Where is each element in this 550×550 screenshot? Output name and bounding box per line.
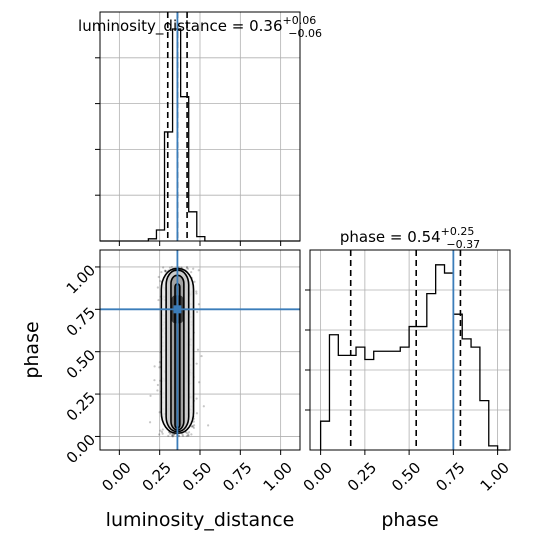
truth-marker bbox=[173, 305, 182, 314]
x-tick-label: 0.75 bbox=[432, 459, 468, 495]
sample-point bbox=[191, 425, 195, 428]
y-tick-label: 0.00 bbox=[63, 431, 99, 467]
sample-point bbox=[181, 433, 184, 436]
sample-point bbox=[153, 365, 156, 368]
x-tick-label: 0.75 bbox=[219, 459, 255, 495]
two-d-posterior-panel: 0.00 0.25 0.50 0.75 1.000.000.250.500.751.00… bbox=[21, 249, 301, 531]
sample-point bbox=[171, 433, 174, 436]
sample-point bbox=[181, 434, 185, 437]
panel-frame bbox=[309, 249, 511, 451]
sample-point bbox=[171, 434, 174, 437]
sample-point bbox=[195, 290, 198, 293]
sample-point bbox=[185, 267, 189, 270]
x-tick-label: 1.00 bbox=[477, 459, 513, 495]
sample-point bbox=[161, 432, 164, 435]
sample-point bbox=[157, 298, 160, 302]
sample-point bbox=[185, 431, 188, 434]
x-tick-label: 0.00 bbox=[98, 459, 134, 495]
y-tick-label: 0.75 bbox=[63, 304, 99, 340]
sample-point bbox=[158, 433, 161, 436]
sample-point bbox=[195, 362, 198, 365]
sample-point bbox=[168, 266, 172, 269]
sample-point bbox=[153, 379, 156, 382]
sample-point bbox=[196, 310, 199, 314]
sample-point bbox=[168, 432, 172, 435]
x-tick-label: 0.50 bbox=[179, 459, 215, 495]
luminosity-distance-title: luminosity_distance = 0.36+0.06 −0.06 bbox=[78, 14, 322, 40]
sample-point bbox=[187, 434, 190, 437]
sample-point bbox=[170, 265, 174, 269]
x-tick-label: 0.00 bbox=[300, 459, 336, 495]
sample-point bbox=[192, 420, 195, 423]
sample-point bbox=[148, 421, 152, 424]
sample-point bbox=[171, 435, 174, 438]
sample-point bbox=[156, 389, 159, 392]
sample-point bbox=[172, 433, 175, 437]
sample-point bbox=[156, 286, 159, 289]
x-tick-label: 0.25 bbox=[139, 459, 175, 495]
sample-point bbox=[185, 265, 189, 269]
y-tick-label: 0.25 bbox=[63, 388, 99, 424]
x-axis-label-luminosity-distance: luminosity_distance bbox=[106, 509, 295, 531]
histogram-steps bbox=[319, 264, 507, 451]
sample-point bbox=[160, 271, 163, 274]
sample-point bbox=[195, 292, 198, 295]
sample-point bbox=[202, 405, 205, 408]
sample-point bbox=[164, 270, 167, 273]
sample-point bbox=[190, 270, 193, 274]
sample-point bbox=[187, 434, 190, 437]
sample-point bbox=[192, 267, 195, 270]
luminosity-distance-marginal-panel: luminosity_distance = 0.36+0.06 −0.06 bbox=[78, 11, 322, 246]
x-tick-label: 0.50 bbox=[388, 459, 424, 495]
sample-point bbox=[198, 381, 201, 384]
sample-point bbox=[185, 434, 188, 438]
sample-point bbox=[187, 431, 191, 434]
sample-point bbox=[197, 269, 200, 272]
sample-point bbox=[158, 361, 161, 364]
phase-title: phase = 0.54+0.25 −0.37 bbox=[340, 225, 480, 251]
sample-point bbox=[170, 434, 174, 437]
x-tick-label: 1.00 bbox=[260, 459, 296, 495]
sample-point bbox=[195, 397, 198, 400]
sample-point bbox=[196, 348, 200, 351]
sample-point bbox=[164, 269, 167, 273]
x-axis-label-phase: phase bbox=[381, 509, 438, 531]
sample-point bbox=[193, 424, 196, 427]
sample-point bbox=[192, 426, 196, 429]
sample-point bbox=[200, 354, 203, 358]
sample-point bbox=[197, 303, 200, 306]
sample-point bbox=[159, 279, 162, 283]
sample-point bbox=[158, 411, 161, 414]
sample-point bbox=[156, 383, 159, 387]
sample-point bbox=[157, 275, 160, 279]
sample-point bbox=[164, 270, 167, 273]
sample-point bbox=[190, 433, 193, 436]
y-tick-label: 0.50 bbox=[63, 346, 99, 382]
sample-point bbox=[158, 366, 161, 369]
sample-point bbox=[190, 425, 193, 428]
sample-point bbox=[186, 432, 189, 435]
sample-point bbox=[195, 412, 199, 415]
sample-point bbox=[160, 430, 164, 433]
sample-point bbox=[193, 280, 196, 283]
sample-point bbox=[149, 394, 152, 397]
sample-point bbox=[207, 424, 210, 427]
sample-point bbox=[191, 424, 194, 428]
sample-point bbox=[186, 267, 190, 270]
y-axis-label-phase: phase bbox=[21, 321, 43, 378]
x-tick-label: 0.25 bbox=[344, 459, 380, 495]
y-tick-label: 1.00 bbox=[63, 261, 99, 297]
phase-marginal-panel: 0.00 0.25 0.50 0.75 1.00 phase = 0.54+0.25 −0… bbox=[300, 225, 513, 531]
sample-point bbox=[177, 434, 181, 437]
sample-point bbox=[162, 266, 165, 269]
sample-point bbox=[163, 269, 167, 272]
sample-point bbox=[159, 429, 162, 432]
sample-point bbox=[167, 434, 170, 437]
sample-point bbox=[161, 428, 164, 431]
